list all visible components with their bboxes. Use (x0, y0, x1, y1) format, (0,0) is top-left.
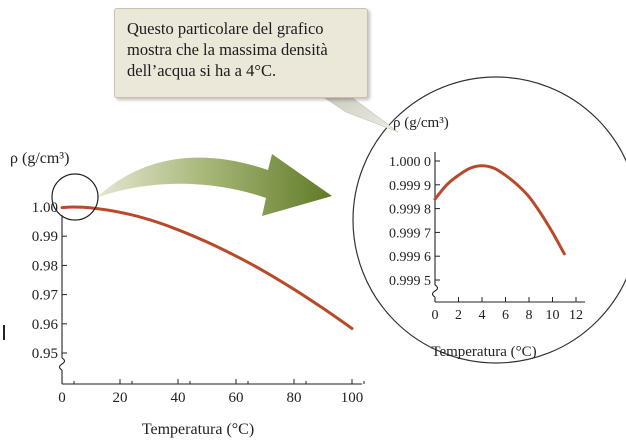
density-curve (60, 205, 354, 330)
callout-line-3: dell’acqua si ha a 4°C. (127, 61, 277, 80)
x-axis-label: Temperatura (°C) (431, 344, 536, 360)
x-tick-label: 60 (229, 390, 244, 406)
y-tick-label: 0.95 (32, 346, 58, 362)
y-tick-label: 0.98 (32, 258, 58, 274)
y-tick-label: 1.00 (32, 200, 58, 216)
x-tick-label: 12 (569, 308, 583, 323)
zoom-circle (352, 76, 626, 364)
density-curve (433, 164, 566, 256)
highlight-circle (51, 173, 99, 221)
y-axis-label: ρ (g/cm³) (10, 150, 69, 167)
y-tick-label: 0.99 (32, 229, 58, 245)
x-tick-label: 6 (502, 308, 509, 323)
x-tick-label: 10 (546, 308, 560, 323)
y-axis-break (58, 357, 66, 371)
x-tick-label: 8 (526, 308, 533, 323)
callout-box: Questo particolare del grafico mostra ch… (114, 8, 368, 98)
x-tick-label: 80 (287, 390, 302, 406)
y-tick-label: 0.97 (32, 288, 59, 304)
y-tick-label: 0.999 7 (389, 226, 431, 241)
x-tick-label: 2 (455, 308, 462, 323)
y-axis-break (431, 284, 439, 298)
callout-pointer (321, 95, 399, 133)
y-tick-label: 0.96 (32, 317, 59, 333)
y-tick-label: 0.999 9 (389, 179, 431, 194)
callout-line-2: mostra che la massima densità (127, 40, 328, 59)
x-tick-label: 4 (479, 308, 486, 323)
y-tick-label: 0.999 5 (389, 274, 431, 289)
y-tick-label: 0.999 8 (389, 203, 431, 218)
x-tick-label: 100 (341, 390, 364, 406)
x-axis-label: Temperatura (°C) (142, 421, 254, 438)
callout-line-1: Questo particolare del grafico (127, 19, 324, 38)
x-tick-label: 0 (432, 308, 439, 323)
inset-chart: 0.999 5 0.999 6 0.999 7 0.999 8 0.999 9 1.000… (389, 115, 585, 360)
y-tick-label: 1.000 0 (389, 155, 431, 170)
x-tick-label: 20 (113, 390, 128, 406)
x-tick-label: 40 (171, 390, 186, 406)
main-chart: 0.95 0.96 0.97 0.98 0.99 1.00 0 20 40 60 80 100 ρ (g… (10, 150, 365, 438)
y-tick-label: 0.999 6 (389, 250, 431, 265)
x-tick-label: 0 (58, 390, 66, 406)
zoom-arrow (96, 154, 332, 216)
y-axis-label: ρ (g/cm³) (393, 115, 449, 131)
